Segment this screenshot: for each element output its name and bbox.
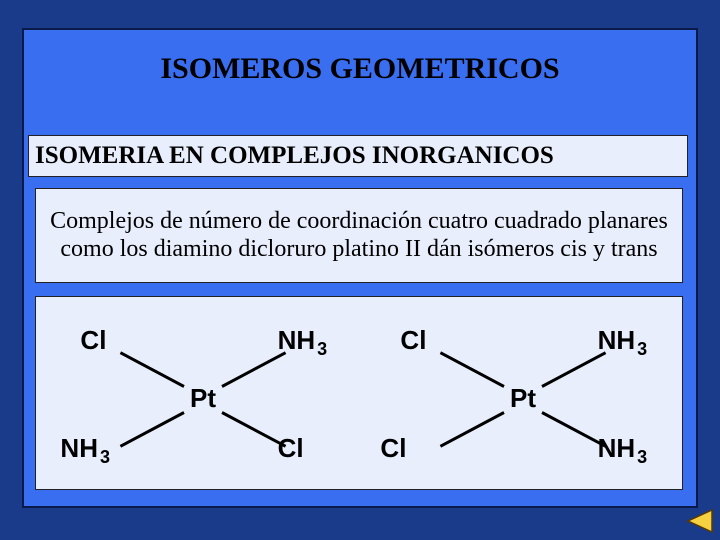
molecule-cis: Pt Cl NH3 Cl NH3 xyxy=(366,303,666,483)
subtitle-text: ISOMERIA EN COMPLEJOS INORGANICOS xyxy=(35,142,554,170)
ligand-top_right: NH3 xyxy=(598,325,648,356)
bond xyxy=(541,411,606,447)
molecule-diagram: Pt Cl NH3 NH3 Cl Pt Cl NH3 Cl NH3 xyxy=(35,296,683,490)
title-text: ISOMEROS GEOMETRICOS xyxy=(160,52,559,85)
description-box: Complejos de número de coordinación cuat… xyxy=(35,188,683,283)
page-title: ISOMEROS GEOMETRICOS xyxy=(0,52,720,86)
bond xyxy=(120,351,185,387)
ligand-top_left: Cl xyxy=(80,325,106,356)
ligand-top_left: Cl xyxy=(400,325,426,356)
ligand-bottom_left: Cl xyxy=(380,433,406,464)
bond xyxy=(221,351,286,387)
ligand-bottom_right: NH3 xyxy=(598,433,648,464)
bond xyxy=(541,351,606,387)
subtitle-box: ISOMERIA EN COMPLEJOS INORGANICOS xyxy=(28,135,688,177)
bond xyxy=(440,411,505,447)
ligand-top_right: NH3 xyxy=(278,325,328,356)
center-atom: Pt xyxy=(190,383,216,414)
bond xyxy=(221,411,286,447)
triangle-left-icon xyxy=(684,508,714,534)
center-atom: Pt xyxy=(510,383,536,414)
description-text: Complejos de número de coordinación cuat… xyxy=(46,208,672,263)
bond xyxy=(120,411,185,447)
bond xyxy=(440,351,505,387)
ligand-bottom_right: Cl xyxy=(278,433,304,464)
back-button[interactable] xyxy=(684,508,714,534)
ligand-bottom_left: NH3 xyxy=(60,433,110,464)
molecule-trans: Pt Cl NH3 NH3 Cl xyxy=(46,303,346,483)
